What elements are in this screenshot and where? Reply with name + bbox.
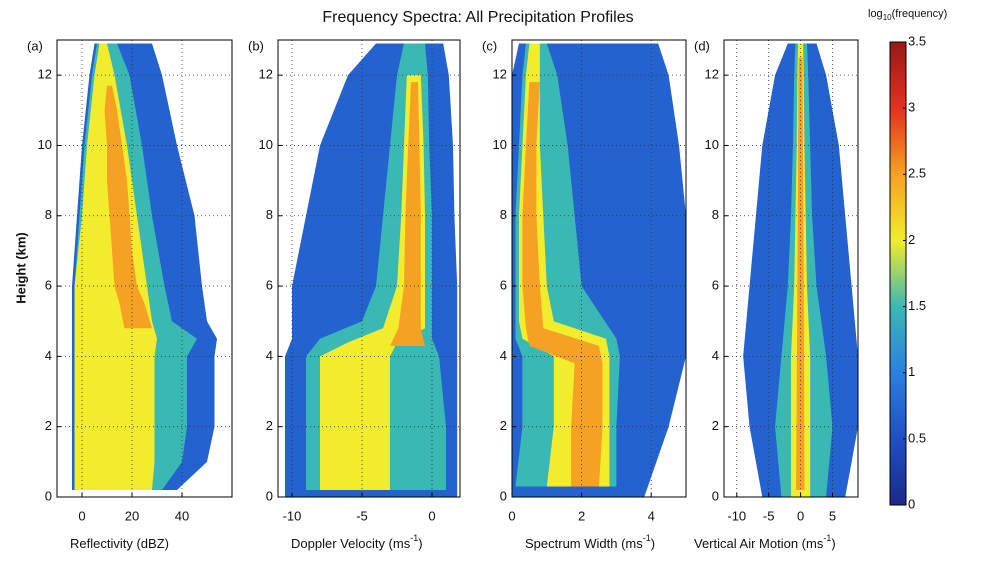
colorbar-tick-label: 3 <box>908 100 915 115</box>
y-tick-label: 12 <box>493 67 507 82</box>
panel-label: (b) <box>248 38 264 53</box>
x-tick-label: -10 <box>727 508 746 523</box>
y-tick-label: 4 <box>712 348 719 363</box>
y-tick-label: 12 <box>259 67 273 82</box>
y-tick-label: 0 <box>266 488 273 503</box>
panel-label: (a) <box>27 38 43 53</box>
y-tick-label: 10 <box>705 137 719 152</box>
x-axis-label-text: Doppler Velocity (ms <box>291 536 411 551</box>
panel-label: (c) <box>482 38 497 53</box>
x-tick-label: 0 <box>508 508 515 523</box>
x-tick-label: 0 <box>78 508 85 523</box>
x-axis-label-text: Vertical Air Motion (ms <box>694 536 824 551</box>
y-tick-label: 0 <box>712 488 719 503</box>
x-axis-label-end: ) <box>831 536 835 551</box>
y-tick-label: 10 <box>493 137 507 152</box>
y-tick-label: 2 <box>266 418 273 433</box>
chart-title: Frequency Spectra: All Precipitation Pro… <box>322 9 633 26</box>
y-tick-label: 8 <box>45 207 52 222</box>
y-tick-label: 8 <box>266 207 273 222</box>
x-tick-label: 20 <box>125 508 139 523</box>
plot-area <box>512 44 686 497</box>
x-axis-label-sup: -1 <box>410 533 418 543</box>
colorbar-label-end: (frequency) <box>892 8 948 20</box>
y-tick-label: 6 <box>712 278 719 293</box>
colorbar-tick-label: 0 <box>908 496 915 511</box>
x-axis-label-sup: -1 <box>823 533 831 543</box>
colorbar-tick-label: 1.5 <box>908 298 926 313</box>
y-tick-label: 2 <box>500 418 507 433</box>
x-tick-label: 0 <box>428 508 435 523</box>
colorbar-label-text: log <box>868 8 883 20</box>
y-tick-label: 0 <box>500 488 507 503</box>
colorbar <box>890 42 906 505</box>
x-tick-label: -5 <box>356 508 368 523</box>
y-tick-label: 0 <box>45 488 52 503</box>
x-axis-label-text: Reflectivity (dBZ) <box>70 536 169 551</box>
x-axis-label-end: ) <box>418 536 422 551</box>
y-tick-label: 2 <box>45 418 52 433</box>
x-axis-label-text: Spectrum Width (ms <box>525 536 643 551</box>
x-tick-label: 0 <box>797 508 804 523</box>
x-tick-label: 5 <box>829 508 836 523</box>
x-tick-label: 4 <box>648 508 655 523</box>
y-tick-label: 4 <box>45 348 52 363</box>
y-tick-label: 12 <box>38 67 52 82</box>
colorbar-tick-label: 0.5 <box>908 430 926 445</box>
colorbar-tick-label: 2.5 <box>908 166 926 181</box>
x-axis-label: Doppler Velocity (ms-1) <box>291 533 423 551</box>
y-tick-label: 10 <box>38 137 52 152</box>
y-tick-label: 6 <box>45 278 52 293</box>
x-axis-label-sup: -1 <box>643 533 651 543</box>
y-tick-label: 12 <box>705 67 719 82</box>
y-tick-label: 8 <box>712 207 719 222</box>
plot-area <box>72 44 217 490</box>
y-tick-label: 6 <box>500 278 507 293</box>
x-axis-label: Spectrum Width (ms-1) <box>525 533 655 551</box>
colorbar-tick-label: 2 <box>908 232 915 247</box>
y-tick-label: 8 <box>500 207 507 222</box>
y-tick-label: 6 <box>266 278 273 293</box>
x-tick-label: -10 <box>283 508 302 523</box>
panel-label: (d) <box>694 38 710 53</box>
x-axis-label-end: ) <box>651 536 655 551</box>
y-tick-label: 2 <box>712 418 719 433</box>
colorbar-tick-label: 3.5 <box>908 33 926 48</box>
x-tick-label: 40 <box>175 508 189 523</box>
x-tick-label: 2 <box>578 508 585 523</box>
plot-area <box>285 44 457 497</box>
x-axis-label: Vertical Air Motion (ms-1) <box>694 533 836 551</box>
y-tick-label: 4 <box>266 348 273 363</box>
x-tick-label: -5 <box>763 508 775 523</box>
y-axis-label: Height (km) <box>13 232 28 304</box>
y-tick-label: 4 <box>500 348 507 363</box>
y-tick-label: 10 <box>259 137 273 152</box>
colorbar-tick-label: 1 <box>908 364 915 379</box>
x-axis-label: Reflectivity (dBZ) <box>70 536 169 551</box>
colorbar-label: log10(frequency) <box>868 8 947 22</box>
